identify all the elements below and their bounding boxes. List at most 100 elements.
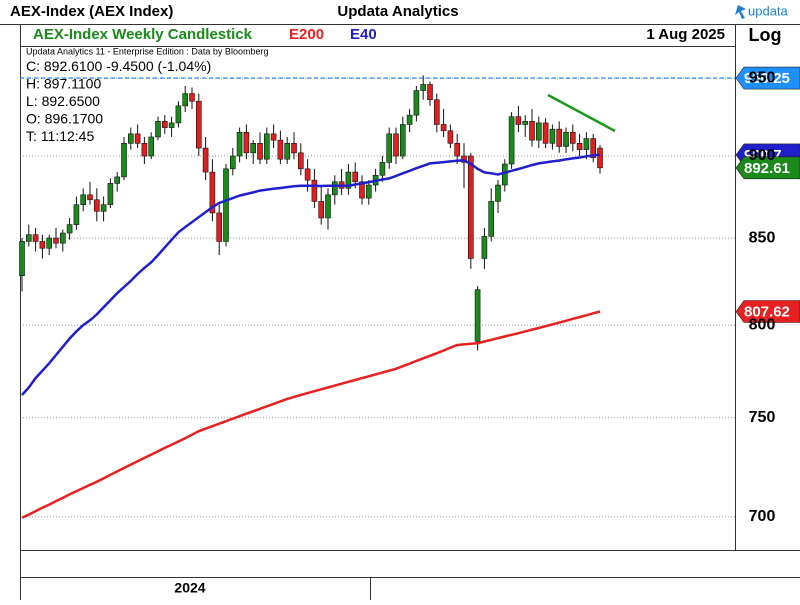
candle-body <box>433 99 440 125</box>
candle-body <box>162 121 168 128</box>
candle-body <box>189 93 195 102</box>
ema-line <box>21 310 601 519</box>
y-tick-label: 750 <box>749 409 776 426</box>
y-tick-label: 800 <box>749 316 776 333</box>
info-line: L: 892.6500 <box>26 93 100 109</box>
candle-body <box>243 131 250 154</box>
candle-body <box>196 100 202 149</box>
candle-body <box>107 183 114 205</box>
candle-body <box>576 143 583 150</box>
candle-body <box>250 143 256 154</box>
candle-body <box>515 116 522 125</box>
candle-body <box>359 181 365 199</box>
candle-body <box>413 90 420 116</box>
price-tag <box>735 156 800 180</box>
candle-body <box>202 147 209 173</box>
candle-body <box>182 93 188 107</box>
candle-body <box>379 162 386 176</box>
y-tick-label: 950 <box>749 70 776 87</box>
candle-body <box>406 114 413 125</box>
candle-body <box>216 212 222 242</box>
candle-body <box>87 194 93 201</box>
price-tag-label: 950.25 <box>744 70 790 87</box>
candle-body <box>481 236 488 259</box>
candle-body <box>277 139 284 160</box>
candle-body <box>100 204 107 212</box>
candle-body <box>114 176 120 184</box>
info-box: Updata Analytics 11 - Enterprise Edition… <box>26 46 268 144</box>
candle-body <box>474 289 481 342</box>
candle-body <box>311 179 318 202</box>
price-tag-label: 892.61 <box>744 160 790 177</box>
candle-body <box>291 143 297 154</box>
trend-line <box>547 93 616 133</box>
candle-body <box>556 128 563 147</box>
candle-body <box>467 155 474 259</box>
header-left: AEX-Index (AEX Index) <box>10 3 173 20</box>
info-line: Updata Analytics 11 - Enterprise Edition… <box>26 46 268 56</box>
candle-body <box>583 138 590 150</box>
candle-body <box>80 194 86 205</box>
candle-body <box>223 168 229 242</box>
candle-body <box>597 147 603 169</box>
logo-icon <box>735 5 746 19</box>
ema-line <box>21 153 601 396</box>
candle-body <box>73 204 80 225</box>
candle-body <box>590 138 597 158</box>
legend-entry: E200 <box>289 26 324 43</box>
candle-body <box>46 237 53 249</box>
candle-body <box>209 171 216 214</box>
price-tag <box>735 66 800 90</box>
candle-body <box>155 121 161 138</box>
header-center: Updata Analytics <box>337 3 458 20</box>
info-line: H: 897.1100 <box>26 76 101 92</box>
candle-body <box>365 184 372 199</box>
candle-body <box>284 143 291 160</box>
candle-body <box>134 133 141 144</box>
candle-body <box>236 131 243 157</box>
candle-body <box>345 171 352 189</box>
candle-body <box>542 122 549 144</box>
candle-body <box>325 194 331 219</box>
price-tag-label: 807.62 <box>744 303 790 320</box>
candle-body <box>25 234 32 242</box>
candle-body <box>128 133 134 144</box>
candle-body <box>318 201 325 219</box>
candle-body <box>501 163 508 186</box>
candle-body <box>304 168 311 181</box>
candle-body <box>148 136 154 157</box>
x-tick-label: 2024 <box>174 580 205 596</box>
candle-body <box>94 199 100 212</box>
candle-body <box>19 241 25 277</box>
candle-body <box>386 133 393 163</box>
candle-body <box>447 130 454 144</box>
info-line: T: 11:12:45 <box>26 128 94 144</box>
candle-body <box>522 121 529 125</box>
candle-body <box>257 143 263 160</box>
y-tick-label: 700 <box>749 508 776 525</box>
plot <box>19 75 603 519</box>
legend-entry: E40 <box>350 26 377 43</box>
scale-label: Log <box>749 25 782 45</box>
candle-body <box>440 124 447 132</box>
candle-body <box>32 234 39 242</box>
candle-body <box>141 143 148 157</box>
price-tag <box>735 300 800 323</box>
candle-body <box>331 181 338 196</box>
candle-body <box>66 224 73 234</box>
logo: updata <box>748 3 789 18</box>
candle-body <box>168 122 175 128</box>
candle-body <box>569 131 576 144</box>
candle-body <box>175 105 182 124</box>
candle-body <box>39 241 46 249</box>
candle-body <box>508 116 515 165</box>
candle-body <box>488 201 495 237</box>
candle-body <box>59 232 66 244</box>
candle-body <box>529 121 535 141</box>
candle-body <box>454 143 461 157</box>
candle-body <box>270 133 277 141</box>
